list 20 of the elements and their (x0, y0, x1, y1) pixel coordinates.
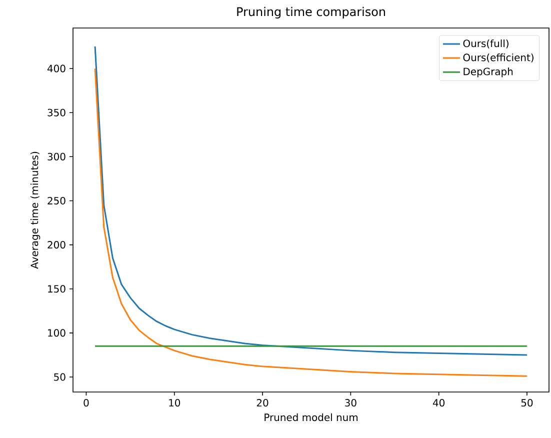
y-tick-label: 200 (48, 241, 66, 249)
y-tick-label: 150 (48, 285, 66, 293)
y-tick-label: 250 (48, 196, 66, 204)
y-tick-label: 50 (54, 373, 66, 381)
legend-label: Ours(full) (463, 39, 508, 48)
legend-label: DepGraph (464, 68, 513, 78)
legend-label: Ours(efficient) (463, 53, 534, 62)
chart-title: Pruning time comparison (237, 6, 385, 18)
x-tick-label: 40 (432, 398, 445, 407)
y-tick-label: 350 (48, 108, 66, 116)
y-tick-label: 300 (48, 152, 66, 160)
x-tick-label: 20 (256, 398, 268, 407)
x-tick-label: 50 (521, 398, 533, 407)
x-axis-title: Pruned model num (264, 413, 358, 422)
y-axis-title: Average time (minutes) (30, 152, 40, 269)
y-tick-label: 100 (48, 329, 66, 337)
x-tick-label: 0 (84, 398, 89, 407)
y-tick-label: 400 (47, 64, 66, 72)
x-tick-label: 30 (345, 398, 356, 407)
x-tick-label: 10 (169, 398, 180, 407)
